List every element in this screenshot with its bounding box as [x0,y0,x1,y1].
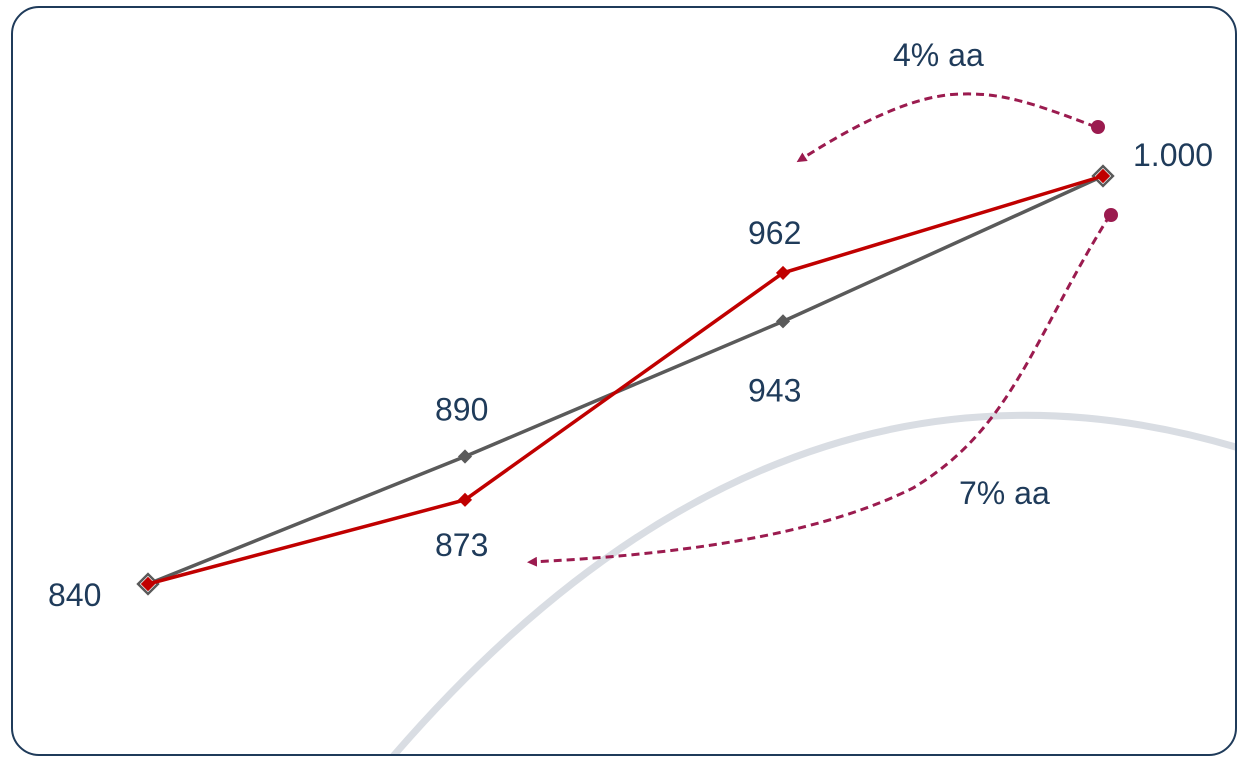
series-1-data-label-2: 962 [748,215,801,251]
chart-frame: 840 890 943 1.000 873 962 4% aa 7% aa [11,6,1237,756]
series-1-point-2 [775,265,791,280]
series-0-point-2 [775,314,791,329]
series-1-data-label-1: 873 [435,527,488,563]
background-arc [390,411,1235,754]
series-1-point-0-overlay [140,576,156,592]
annotation-label-4pct: 4% aa [893,37,984,73]
annotation-arrow-4pct [796,92,1097,163]
annotation-dot-4pct [1091,120,1105,134]
annotation-label-7pct: 7% aa [959,475,1050,511]
annotation-arrow-7pct [527,214,1112,567]
series-0-data-label-0: 840 [48,577,101,613]
series-0-data-label-2: 943 [748,372,801,408]
series-0-data-label-1: 890 [435,392,488,428]
annotation-dot-7pct [1104,208,1118,222]
series-1-line [147,174,1104,586]
series-1-point-3-overlay [1095,168,1111,184]
series-0-point-1 [457,449,473,464]
series-0-data-label-3: 1.000 [1133,137,1213,173]
series-1-point-1 [457,492,473,507]
series-0-line [147,174,1104,586]
chart-svg: 840 890 943 1.000 873 962 4% aa 7% aa [48,37,1235,754]
